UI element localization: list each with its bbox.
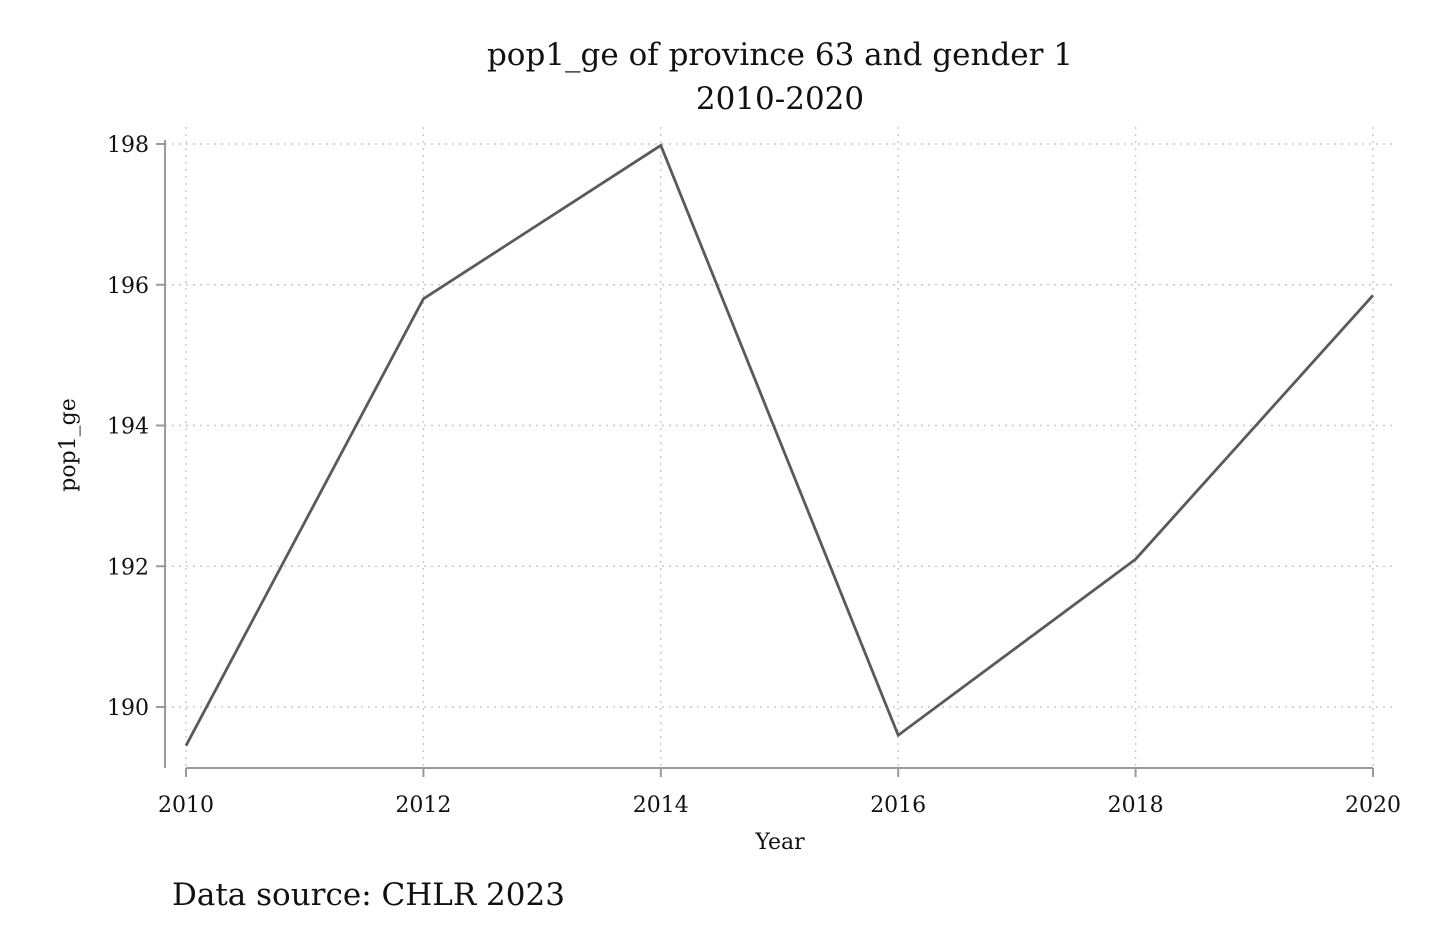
chart-title: pop1_ge of province 63 and gender 1 [487,37,1073,73]
series-line [184,143,1375,747]
x-axis-label: Year [754,830,805,855]
x-tick-label: 2010 [158,793,214,818]
y-axis-label: pop1_ge [56,398,81,492]
axes [156,140,1374,777]
x-tick-label: 2014 [633,793,689,818]
y-tick-labels: 190 192 194 196 198 [107,133,149,721]
y-tick-label: 190 [107,696,149,721]
x-tick-labels: 2010 2012 2014 2016 2018 2020 [158,793,1401,818]
x-tick-label: 2020 [1345,793,1401,818]
x-tick-label: 2016 [870,793,926,818]
series [184,143,1375,747]
x-tick-label: 2018 [1108,793,1164,818]
y-tick-label: 192 [107,555,149,580]
chart-subtitle: 2010-2020 [696,81,864,117]
x-tick-label: 2012 [395,793,451,818]
y-tick-label: 196 [107,274,149,299]
grid [165,127,1395,768]
data-source-note: Data source: CHLR 2023 [172,877,565,913]
y-tick-label: 194 [107,415,149,440]
y-tick-label: 198 [107,133,149,158]
